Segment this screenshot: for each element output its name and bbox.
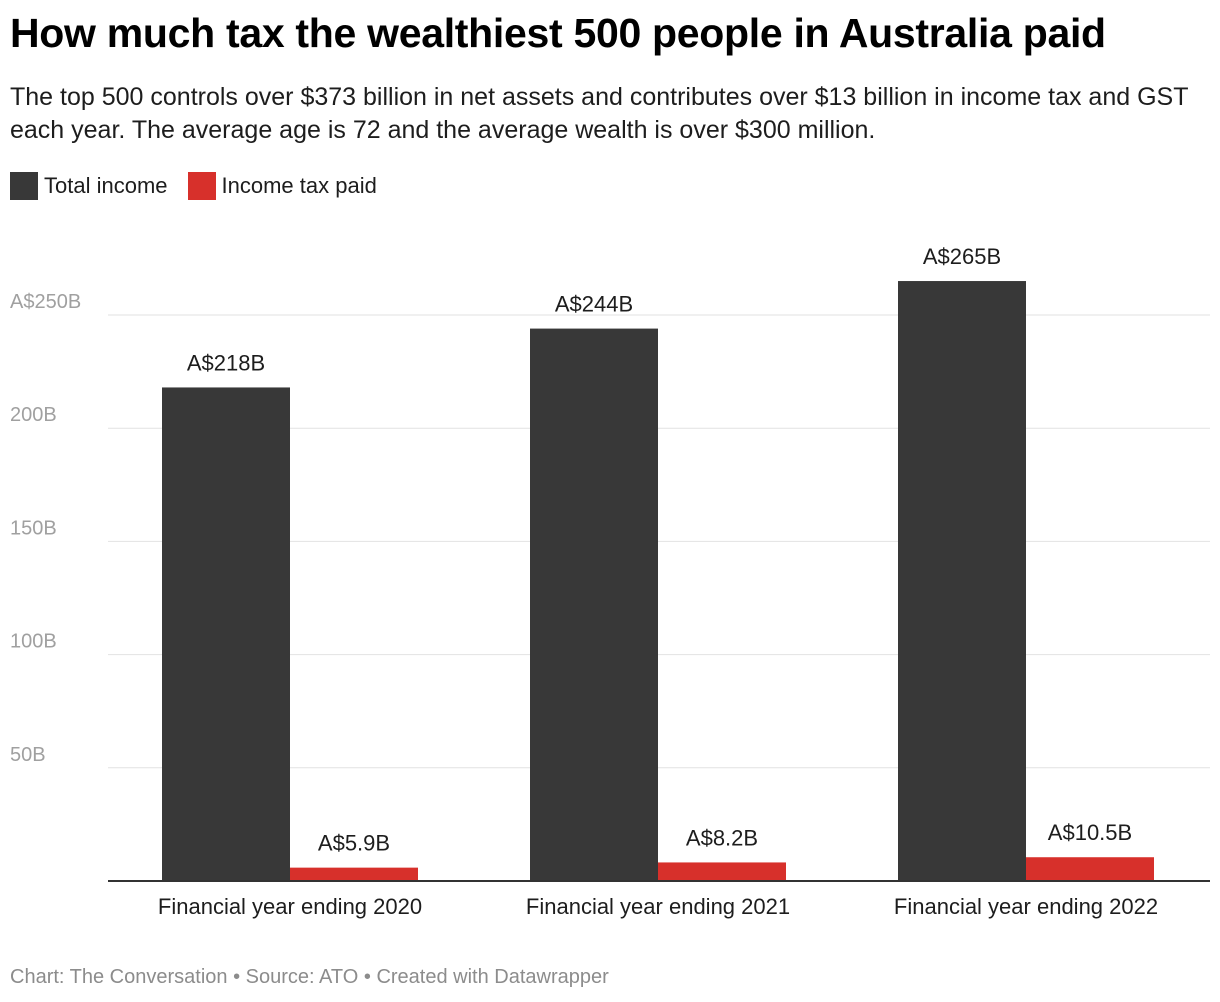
legend-item-total-income: Total income bbox=[10, 172, 168, 200]
x-tick-label: Financial year ending 2022 bbox=[894, 894, 1158, 919]
data-label: A$5.9B bbox=[318, 831, 390, 856]
legend-swatch-total-income bbox=[10, 172, 38, 200]
y-tick-label: 100B bbox=[10, 631, 57, 653]
bar-total-income bbox=[162, 387, 290, 881]
x-tick-label: Financial year ending 2021 bbox=[526, 894, 790, 919]
bar-income-tax-paid bbox=[1026, 857, 1154, 881]
x-tick-label: Financial year ending 2020 bbox=[158, 894, 422, 919]
chart-title: How much tax the wealthiest 500 people i… bbox=[10, 10, 1106, 56]
y-tick-label: 50B bbox=[10, 744, 46, 766]
y-tick-label: 200B bbox=[10, 404, 57, 426]
y-tick-label: 150B bbox=[10, 517, 57, 539]
data-label: A$8.2B bbox=[686, 825, 758, 850]
chart-footer: Chart: The Conversation • Source: ATO • … bbox=[10, 966, 609, 989]
bar-total-income bbox=[530, 328, 658, 882]
footer-source: Source: ATO bbox=[245, 966, 359, 988]
legend-label-total-income: Total income bbox=[44, 173, 168, 198]
bar-income-tax-paid bbox=[658, 862, 786, 881]
legend-swatch-income-tax-paid bbox=[187, 172, 216, 200]
legend-item-income-tax-paid: Income tax paid bbox=[187, 172, 377, 200]
legend: Total income Income tax paid bbox=[10, 172, 397, 200]
footer-separator: • bbox=[358, 966, 377, 988]
y-tick-label: A$250B bbox=[10, 291, 81, 313]
data-label: A$244B bbox=[555, 292, 633, 317]
data-label: A$265B bbox=[923, 244, 1001, 269]
data-label: A$10.5B bbox=[1048, 820, 1132, 845]
footer-created-with: Created with Datawrapper bbox=[376, 966, 609, 988]
bar-total-income bbox=[898, 281, 1026, 881]
footer-chart-credit: Chart: The Conversation bbox=[10, 966, 228, 988]
legend-label-income-tax-paid: Income tax paid bbox=[221, 173, 377, 198]
chart-subtitle: The top 500 controls over $373 billion i… bbox=[10, 83, 1189, 144]
bar-chart: 50B 100B 150B 200B A$250B A$218B A$5.9B Financi… bbox=[10, 244, 1210, 919]
data-label: A$218B bbox=[187, 350, 265, 375]
footer-separator: • bbox=[227, 966, 246, 988]
bar-income-tax-paid bbox=[290, 867, 418, 881]
